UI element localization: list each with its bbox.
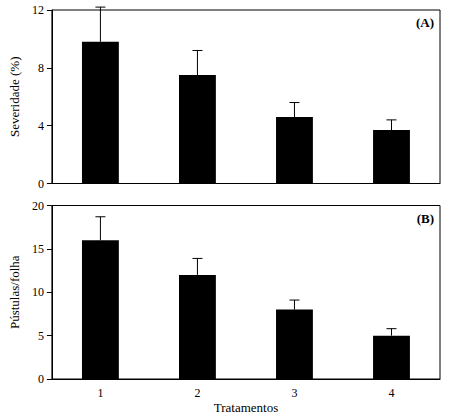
svg-text:Severidade (%): Severidade (%) [7,57,22,138]
svg-text:12: 12 [32,3,44,17]
svg-text:1: 1 [97,386,103,400]
svg-text:Pústulas/folha: Pústulas/folha [7,255,22,329]
svg-text:15: 15 [32,242,44,256]
svg-text:(A): (A) [416,15,434,30]
svg-text:Tratamentos: Tratamentos [214,400,279,415]
svg-text:10: 10 [32,285,44,299]
svg-text:2: 2 [194,386,200,400]
svg-text:5: 5 [38,329,44,343]
svg-text:4: 4 [388,386,394,400]
svg-text:(B): (B) [417,211,434,226]
svg-text:4: 4 [38,119,44,133]
svg-text:0: 0 [38,177,44,191]
svg-text:20: 20 [32,199,44,213]
svg-text:0: 0 [38,372,44,386]
svg-text:8: 8 [38,61,44,75]
svg-text:3: 3 [291,386,297,400]
